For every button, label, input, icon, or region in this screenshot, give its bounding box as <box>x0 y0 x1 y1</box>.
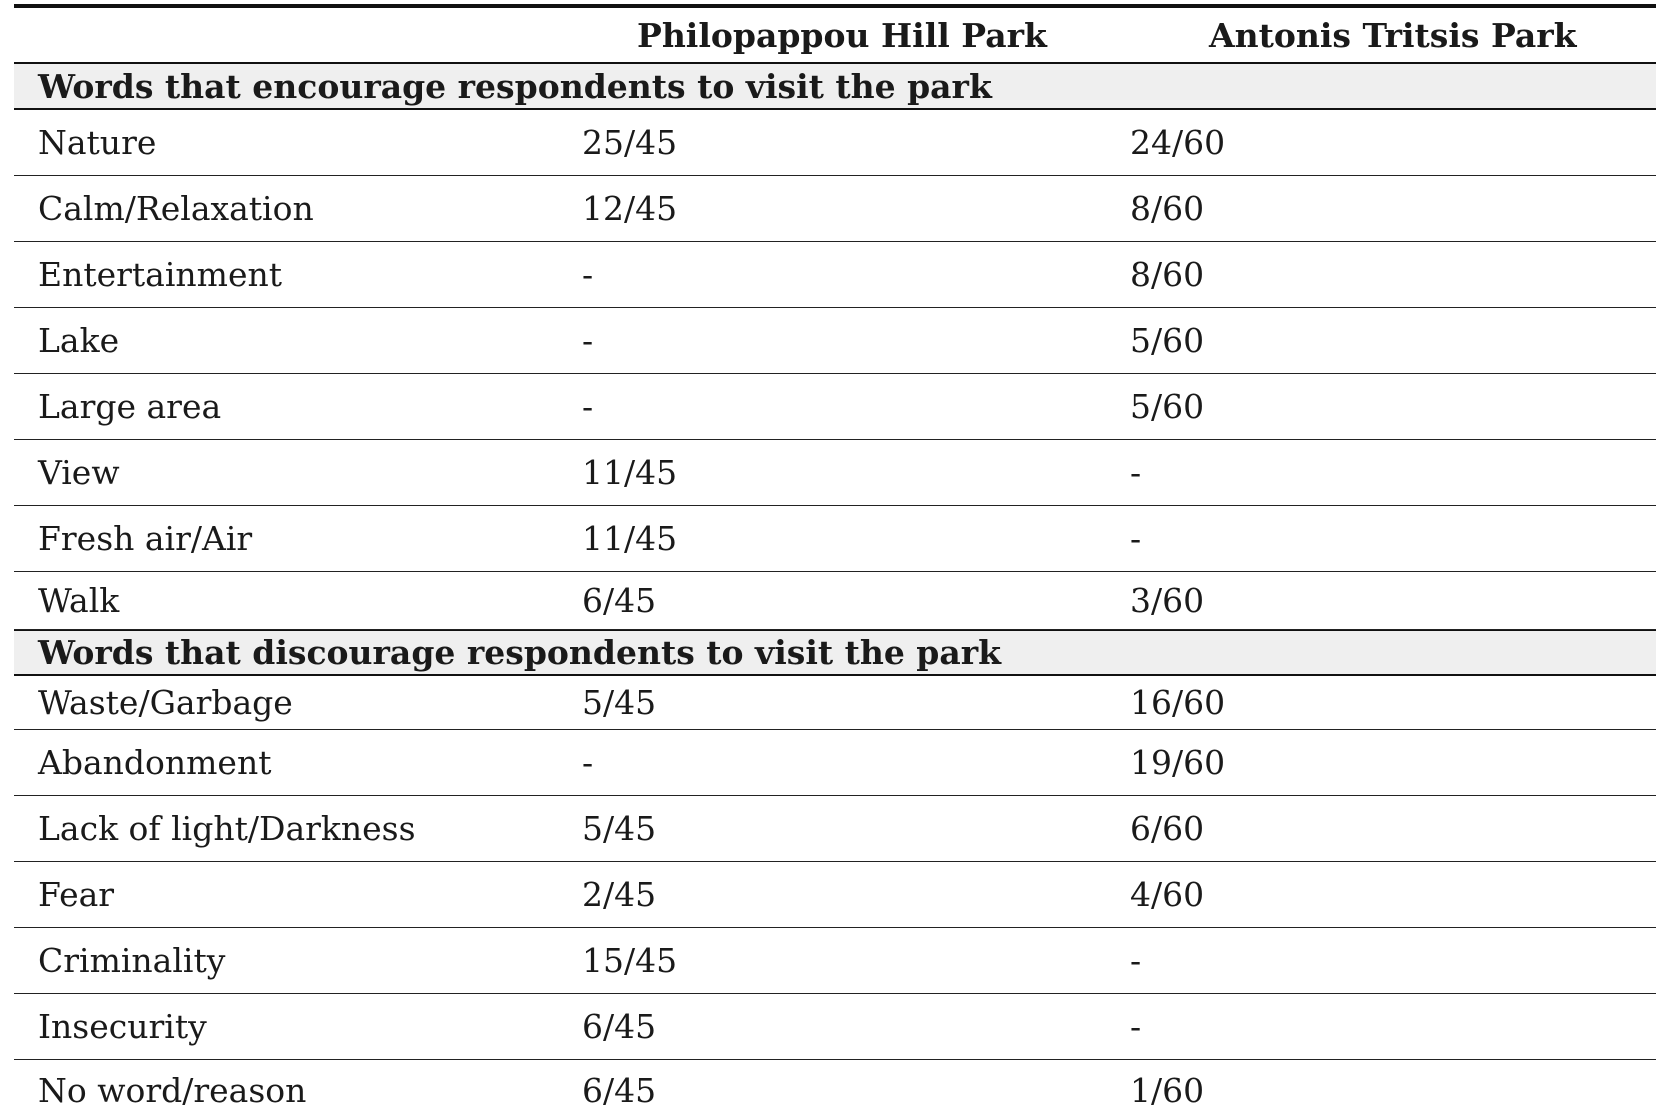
table-row: Nature 25/45 24/60 <box>14 110 1656 176</box>
header-philopappou: Philopappou Hill Park <box>637 15 1047 55</box>
tritsis-cell: 5/60 <box>1130 387 1205 426</box>
philopappou-cell: 11/45 <box>582 519 678 558</box>
section-header-encourage: Words that encourage respondents to visi… <box>14 64 1656 110</box>
table-row: Lake - 5/60 <box>14 308 1656 374</box>
philopappou-cell: - <box>582 743 594 782</box>
philopappou-cell: 5/45 <box>582 809 657 848</box>
tritsis-cell: - <box>1130 1007 1142 1046</box>
word-cell: Lake <box>38 321 120 360</box>
header-row: Philopappou Hill Park Antonis Tritsis Pa… <box>14 8 1656 64</box>
word-cell: Criminality <box>38 941 226 980</box>
tritsis-cell: 19/60 <box>1130 743 1226 782</box>
word-cell: No word/reason <box>38 1070 307 1110</box>
table-row: Large area - 5/60 <box>14 374 1656 440</box>
philopappou-cell: 25/45 <box>582 123 678 162</box>
tritsis-cell: - <box>1130 453 1142 492</box>
philopappou-cell: - <box>582 387 594 426</box>
table-row: Fear 2/45 4/60 <box>14 862 1656 928</box>
word-frequency-table: Philopappou Hill Park Antonis Tritsis Pa… <box>14 4 1656 1120</box>
word-cell: Lack of light/Darkness <box>38 809 416 848</box>
table-row: View 11/45 - <box>14 440 1656 506</box>
table-row: Abandonment - 19/60 <box>14 730 1656 796</box>
table-row: Waste/Garbage 5/45 16/60 <box>14 676 1656 730</box>
philopappou-cell: 12/45 <box>582 189 678 228</box>
word-cell: Waste/Garbage <box>38 683 293 722</box>
philopappou-cell: 5/45 <box>582 683 657 722</box>
philopappou-cell: 2/45 <box>582 875 657 914</box>
tritsis-cell: - <box>1130 519 1142 558</box>
philopappou-cell: - <box>582 321 594 360</box>
tritsis-cell: 4/60 <box>1130 875 1205 914</box>
section-header-discourage: Words that discourage respondents to vis… <box>14 630 1656 676</box>
table-row: Insecurity 6/45 - <box>14 994 1656 1060</box>
word-cell: Walk <box>38 581 120 620</box>
table-row: Entertainment - 8/60 <box>14 242 1656 308</box>
tritsis-cell: 6/60 <box>1130 809 1205 848</box>
table-row: Walk 6/45 3/60 <box>14 572 1656 630</box>
section-title: Words that discourage respondents to vis… <box>38 633 1002 672</box>
tritsis-cell: 8/60 <box>1130 189 1205 228</box>
table-row: No word/reason 6/45 1/60 <box>14 1060 1656 1120</box>
philopappou-cell: 6/45 <box>582 1007 657 1046</box>
tritsis-cell: 8/60 <box>1130 255 1205 294</box>
tritsis-cell: 24/60 <box>1130 123 1226 162</box>
section-title: Words that encourage respondents to visi… <box>38 66 992 106</box>
header-antonis-tritsis: Antonis Tritsis Park <box>1209 15 1577 55</box>
top-rule <box>14 4 1656 8</box>
word-cell: Calm/Relaxation <box>38 189 314 228</box>
word-cell: Large area <box>38 387 222 426</box>
tritsis-cell: 16/60 <box>1130 683 1226 722</box>
table-row: Calm/Relaxation 12/45 8/60 <box>14 176 1656 242</box>
philopappou-cell: 15/45 <box>582 941 678 980</box>
philopappou-cell: 11/45 <box>582 453 678 492</box>
word-cell: Nature <box>38 123 157 162</box>
word-cell: Insecurity <box>38 1007 207 1046</box>
table-row: Lack of light/Darkness 5/45 6/60 <box>14 796 1656 862</box>
word-cell: View <box>38 453 120 492</box>
tritsis-cell: 5/60 <box>1130 321 1205 360</box>
philopappou-cell: 6/45 <box>582 1070 657 1110</box>
word-cell: Entertainment <box>38 255 282 294</box>
philopappou-cell: 6/45 <box>582 581 657 620</box>
word-cell: Abandonment <box>38 743 272 782</box>
table-row: Fresh air/Air 11/45 - <box>14 506 1656 572</box>
philopappou-cell: - <box>582 255 594 294</box>
word-cell: Fresh air/Air <box>38 519 253 558</box>
table-row: Criminality 15/45 - <box>14 928 1656 994</box>
tritsis-cell: 3/60 <box>1130 581 1205 620</box>
tritsis-cell: - <box>1130 941 1142 980</box>
word-cell: Fear <box>38 875 115 914</box>
tritsis-cell: 1/60 <box>1130 1070 1205 1110</box>
